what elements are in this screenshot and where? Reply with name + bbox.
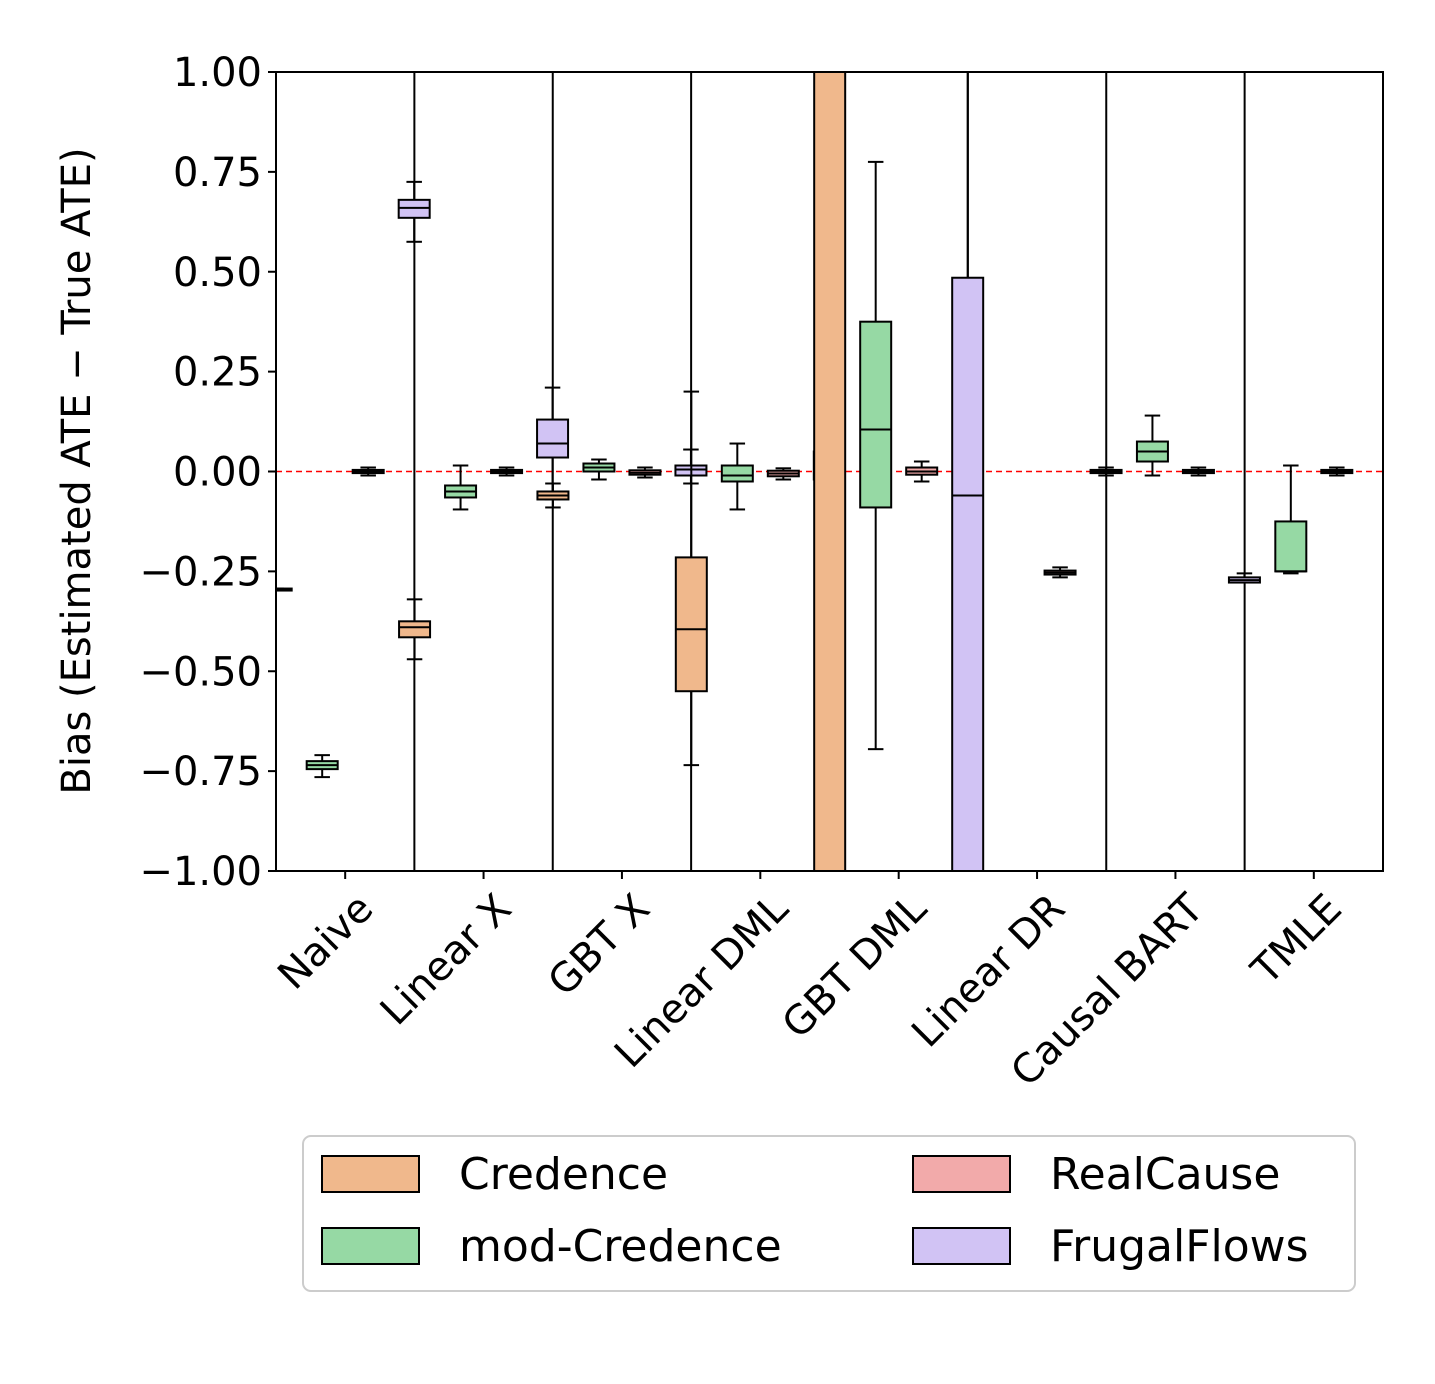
- legend-item-realcause: RealCause: [912, 1149, 1280, 1200]
- box-frugalflows-5: [951, 72, 985, 871]
- box-credence-5: [813, 72, 847, 871]
- legend-item-credence: Credence: [321, 1149, 668, 1200]
- box-credence-2: [398, 598, 432, 661]
- y-tick-label: −0.50: [139, 649, 262, 695]
- box-realcause-6: [1043, 566, 1077, 579]
- box-realcause-7: [1181, 466, 1215, 477]
- legend-item-mod-credence: mod-Credence: [321, 1221, 782, 1272]
- box-mod-credence-3: [582, 458, 616, 481]
- legend-swatch: [912, 1227, 1011, 1265]
- y-tick-label: −1.00: [139, 849, 262, 895]
- y-tick-label: −0.25: [139, 549, 262, 595]
- legend-swatch: [321, 1227, 420, 1265]
- box-iqr: [674, 556, 708, 693]
- box-realcause-8: [1320, 466, 1354, 477]
- box-realcause-1: [351, 466, 385, 477]
- box-iqr: [398, 620, 432, 639]
- box-realcause-4: [766, 467, 800, 481]
- box-realcause-5: [905, 460, 939, 483]
- legend-label: RealCause: [1050, 1149, 1280, 1200]
- box-credence-3: [536, 482, 570, 509]
- box-frugalflows-1: [397, 180, 431, 243]
- box-frugalflows-2: [536, 386, 570, 501]
- x-tick-label: Linear X: [372, 886, 521, 1035]
- box-mod-credence-4: [720, 442, 754, 511]
- y-tick-label: −0.75: [139, 749, 262, 795]
- legend-item-frugalflows: FrugalFlows: [912, 1221, 1309, 1272]
- y-axis: 1.00 0.75 0.50 0.25 0.00 −0.25 −0.50 −0.75 −1.00: [139, 50, 276, 895]
- box-mod-credence-1: [305, 754, 339, 779]
- box-series: [276, 72, 1354, 871]
- y-axis-label: Bias (Estimated ATE − True ATE): [54, 147, 100, 794]
- box-mod-credence-2: [444, 464, 478, 511]
- box-iqr: [720, 464, 754, 483]
- box-iqr: [951, 276, 985, 871]
- legend-swatch: [912, 1155, 1011, 1193]
- box-mod-credence-8: [1274, 464, 1308, 575]
- box-mod-credence-7: [1135, 414, 1169, 477]
- y-tick-label: 0.00: [173, 450, 262, 496]
- box-iqr: [859, 320, 893, 509]
- box-frugalflows-6: [1089, 466, 1123, 477]
- legend-label: Credence: [459, 1149, 668, 1200]
- legend-label: mod-Credence: [459, 1221, 782, 1272]
- x-tick-label: GBT X: [540, 886, 660, 1006]
- box-credence-4: [674, 390, 708, 767]
- y-tick-label: 0.50: [173, 250, 262, 296]
- box-realcause-2: [490, 466, 524, 477]
- legend-swatch: [321, 1155, 420, 1193]
- y-tick-label: 1.00: [173, 50, 262, 96]
- box-iqr: [813, 72, 847, 871]
- legend-box: [302, 1135, 1356, 1292]
- x-tick-label: TMLE: [1242, 886, 1351, 995]
- box-mod-credence-5: [859, 160, 893, 751]
- x-tick-label: Naive: [269, 886, 382, 999]
- box-realcause-3: [628, 466, 662, 479]
- box-iqr: [1274, 520, 1308, 573]
- box-frugalflows-7: [1227, 572, 1261, 584]
- legend-label: FrugalFlows: [1050, 1221, 1309, 1272]
- legend: Credence RealCause mod-Credence FrugalFlows: [302, 1135, 1356, 1292]
- y-tick-label: 0.25: [173, 350, 262, 396]
- y-tick-label: 0.75: [173, 150, 262, 196]
- box-iqr: [536, 418, 570, 459]
